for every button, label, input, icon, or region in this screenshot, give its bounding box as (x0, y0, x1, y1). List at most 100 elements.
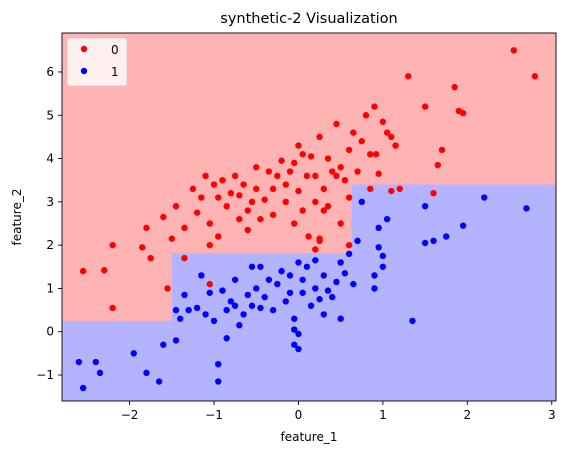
point-class-0-78 (396, 185, 403, 193)
point-class-1-6 (155, 378, 163, 385)
point-class-0-49 (307, 153, 315, 160)
point-class-1-50 (312, 257, 319, 264)
point-class-1-20 (219, 287, 226, 294)
point-class-0-58 (329, 168, 336, 175)
point-class-1-66 (375, 224, 382, 232)
point-class-0-8 (168, 235, 175, 242)
point-class-0-62 (337, 220, 344, 227)
y-tick-label: 2 (46, 238, 54, 252)
legend: 0 1 (66, 37, 128, 87)
point-class-0-55 (320, 207, 327, 214)
point-class-0-87 (510, 47, 517, 54)
point-class-1-25 (236, 322, 243, 329)
point-class-1-35 (269, 306, 277, 314)
point-class-0-56 (324, 155, 332, 162)
y-tick-label: −1 (36, 368, 54, 382)
point-class-1-71 (409, 317, 416, 325)
point-class-0-13 (198, 194, 205, 201)
point-class-0-59 (333, 120, 340, 128)
point-class-1-0 (75, 358, 83, 366)
point-class-1-40 (286, 272, 294, 279)
point-class-0-91 (206, 280, 213, 288)
point-class-1-29 (248, 302, 256, 309)
legend-marker-1 (80, 67, 88, 75)
point-class-0-21 (223, 202, 230, 210)
point-class-1-47 (303, 263, 311, 270)
x-tick-label: 1 (379, 408, 387, 422)
decision-regions (62, 33, 556, 401)
point-class-0-40 (286, 168, 294, 175)
point-class-0-7 (164, 285, 171, 292)
point-class-1-37 (278, 267, 285, 275)
point-class-0-24 (236, 192, 243, 199)
point-class-1-46 (299, 289, 306, 296)
point-class-1-49 (312, 285, 319, 292)
x-tick-label: −2 (121, 408, 139, 422)
point-class-1-43 (295, 345, 302, 353)
point-class-1-1 (79, 384, 87, 392)
point-class-1-27 (244, 291, 251, 299)
point-class-1-53 (320, 311, 327, 318)
y-axis-label: feature_2 (10, 189, 24, 246)
point-class-0-31 (257, 215, 264, 223)
point-class-1-73 (421, 239, 429, 247)
point-class-0-47 (303, 172, 311, 180)
point-class-1-72 (421, 202, 429, 210)
point-class-0-39 (282, 181, 289, 188)
x-tick-label: 0 (295, 408, 303, 422)
point-class-0-34 (269, 185, 277, 193)
point-class-0-89 (109, 304, 116, 312)
point-class-0-67 (354, 168, 361, 175)
point-class-1-7 (160, 341, 167, 348)
point-class-1-15 (202, 311, 209, 318)
point-class-1-75 (443, 233, 450, 240)
point-class-1-45 (299, 276, 306, 283)
point-class-0-6 (160, 213, 167, 221)
point-class-0-81 (430, 189, 437, 197)
point-class-1-74 (430, 237, 437, 245)
point-class-0-3 (139, 244, 146, 251)
point-class-1-77 (481, 194, 488, 201)
point-class-1-81 (291, 326, 298, 333)
region-class-1-2 (351, 184, 556, 401)
point-class-0-29 (253, 185, 260, 193)
point-class-1-34 (265, 276, 273, 283)
point-class-1-64 (371, 272, 378, 279)
point-class-0-45 (299, 151, 306, 158)
point-class-1-48 (307, 302, 315, 309)
point-class-0-33 (265, 168, 273, 175)
point-class-0-51 (312, 172, 319, 180)
point-class-1-51 (316, 296, 323, 303)
point-class-0-71 (371, 103, 378, 110)
point-class-0-72 (372, 151, 380, 158)
point-class-1-9 (172, 306, 180, 314)
point-class-1-3 (96, 369, 104, 377)
point-class-0-94 (316, 235, 323, 242)
point-class-0-19 (215, 194, 222, 201)
point-class-1-78 (523, 205, 530, 212)
point-class-0-9 (172, 202, 180, 210)
point-class-0-36 (274, 172, 281, 180)
point-class-1-2 (92, 358, 99, 366)
point-class-1-23 (231, 276, 239, 283)
point-class-1-79 (223, 335, 230, 342)
point-class-1-58 (337, 315, 344, 322)
point-class-0-5 (147, 254, 154, 262)
point-class-1-70 (383, 215, 391, 223)
point-class-0-83 (438, 146, 446, 154)
point-class-1-80 (295, 330, 302, 338)
point-class-1-39 (286, 289, 294, 296)
point-class-1-32 (257, 263, 264, 270)
point-class-1-26 (240, 311, 247, 318)
point-class-1-41 (291, 315, 298, 322)
point-class-0-92 (244, 226, 251, 234)
x-axis-label: feature_1 (281, 430, 338, 444)
legend-label-1: 1 (111, 65, 119, 79)
point-class-1-19 (215, 361, 222, 368)
point-class-1-24 (231, 302, 239, 309)
y-tick-label: 6 (46, 65, 54, 79)
plot-frame (61, 32, 557, 402)
point-class-0-22 (227, 189, 235, 197)
point-class-1-54 (324, 287, 332, 294)
point-class-1-56 (333, 278, 340, 286)
